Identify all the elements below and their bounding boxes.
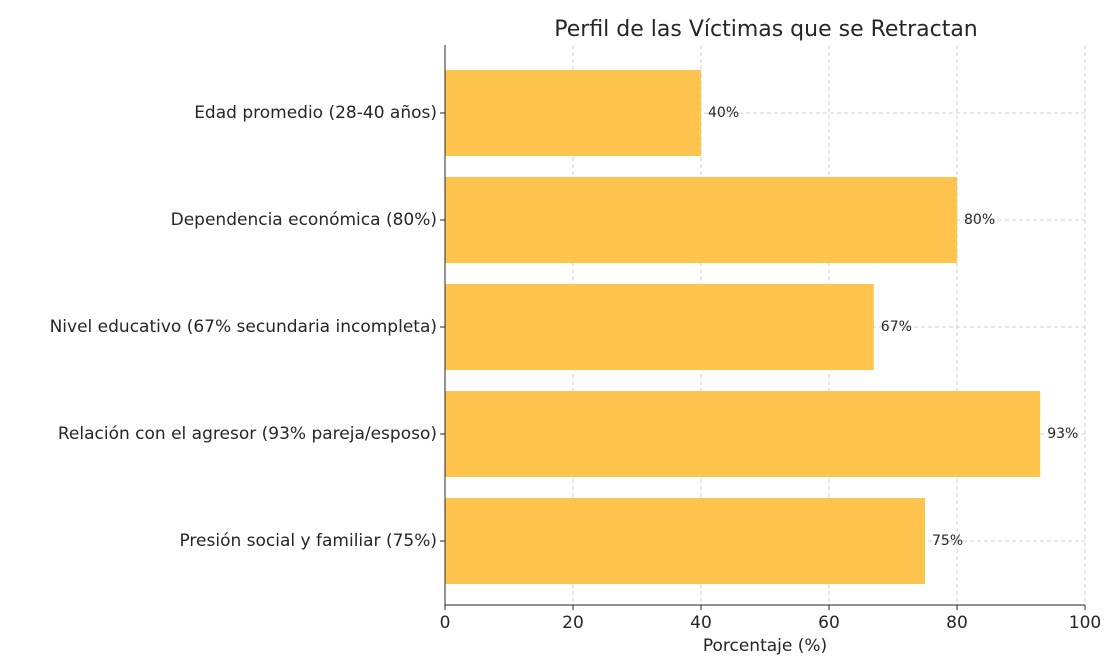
x-tick-label: 60: [818, 613, 840, 633]
y-tick-label: Nivel educativo (67% secundaria incomple…: [50, 317, 437, 337]
x-tick-label: 80: [946, 613, 968, 633]
chart-title: Perfil de las Víctimas que se Retractan: [554, 17, 978, 42]
data-label: 40%: [708, 105, 739, 121]
x-tick-label: 0: [440, 613, 451, 633]
y-tick-label: Relación con el agresor (93% pareja/espo…: [58, 424, 437, 444]
data-label: 93%: [1047, 426, 1078, 442]
bar: [445, 391, 1041, 477]
x-tick-label: 100: [1069, 613, 1101, 633]
data-label: 67%: [881, 319, 912, 335]
data-label: 75%: [932, 533, 963, 549]
x-tick-label: 40: [690, 613, 712, 633]
data-label: 80%: [964, 212, 995, 228]
bar: [445, 70, 701, 156]
x-axis-label: Porcentaje (%): [703, 636, 827, 656]
bar: [445, 177, 957, 263]
bar: [445, 284, 874, 370]
y-tick-label: Edad promedio (28-40 años): [194, 103, 437, 123]
y-tick-label: Presión social y familiar (75%): [179, 531, 437, 551]
y-tick-label: Dependencia económica (80%): [171, 210, 437, 230]
x-tick-label: 20: [562, 613, 584, 633]
bar: [445, 498, 925, 584]
